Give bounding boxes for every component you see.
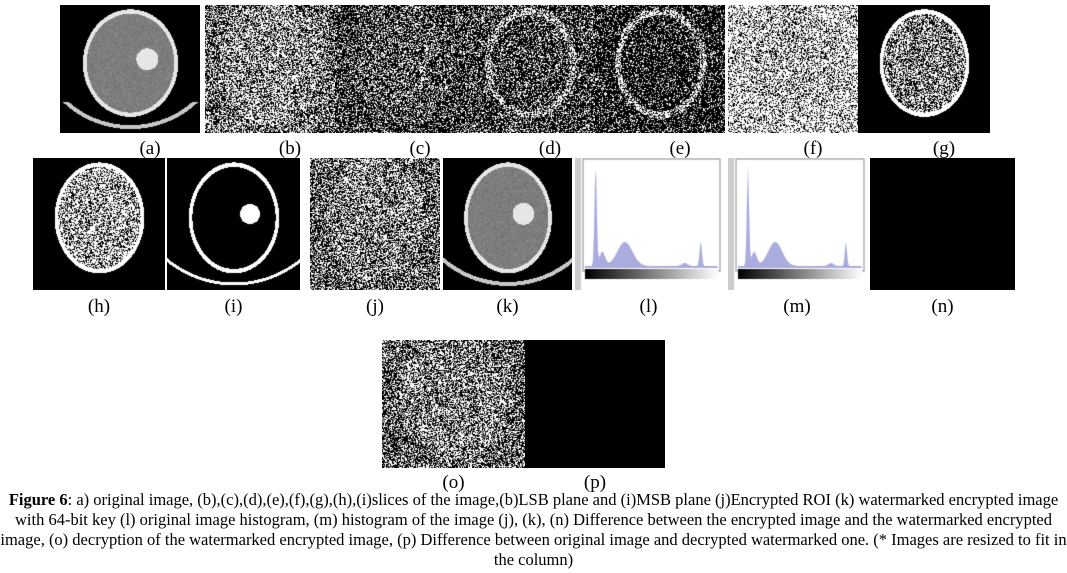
panel-p-image: [525, 340, 665, 468]
panel-i-image: [167, 158, 300, 290]
panel-a-image: [60, 5, 200, 133]
panel-a-label: (a): [120, 138, 180, 160]
panel-n-image: [870, 158, 1015, 290]
panel-h-image: [33, 158, 165, 290]
figure-caption: Figure 6: a) original image, (b),(c),(d)…: [0, 490, 1067, 570]
panel-e-image: [595, 5, 725, 133]
caption-text: : a) original image, (b),(c),(d),(e),(f)…: [0, 490, 1066, 569]
panel-b-image: [205, 5, 335, 133]
panel-b-label: (b): [260, 138, 320, 160]
panel-n-label: (n): [913, 296, 973, 318]
panel-k-label: (k): [478, 296, 538, 318]
panel-m-label: (m): [767, 296, 827, 318]
panel-o-image: [382, 340, 525, 468]
panel-m-image: [728, 158, 866, 290]
panel-h-label: (h): [69, 296, 129, 318]
panel-g-label: (g): [914, 138, 974, 160]
panel-l-image: [575, 158, 722, 290]
panel-l-label: (l): [619, 296, 679, 318]
panel-c-label: (c): [390, 138, 450, 160]
figure-number: Figure 6: [9, 490, 68, 509]
panel-j-image: [310, 158, 440, 290]
panel-d-label: (d): [520, 138, 580, 160]
panel-d-image: [465, 5, 595, 133]
panel-k-image: [443, 158, 572, 290]
panel-j-label: (j): [345, 296, 405, 318]
panel-g-image: [858, 5, 990, 133]
panel-c-image: [335, 5, 465, 133]
panel-f-label: (f): [783, 138, 843, 160]
panel-f-image: [728, 5, 858, 133]
panel-e-label: (e): [650, 138, 710, 160]
panel-i-label: (i): [204, 296, 264, 318]
